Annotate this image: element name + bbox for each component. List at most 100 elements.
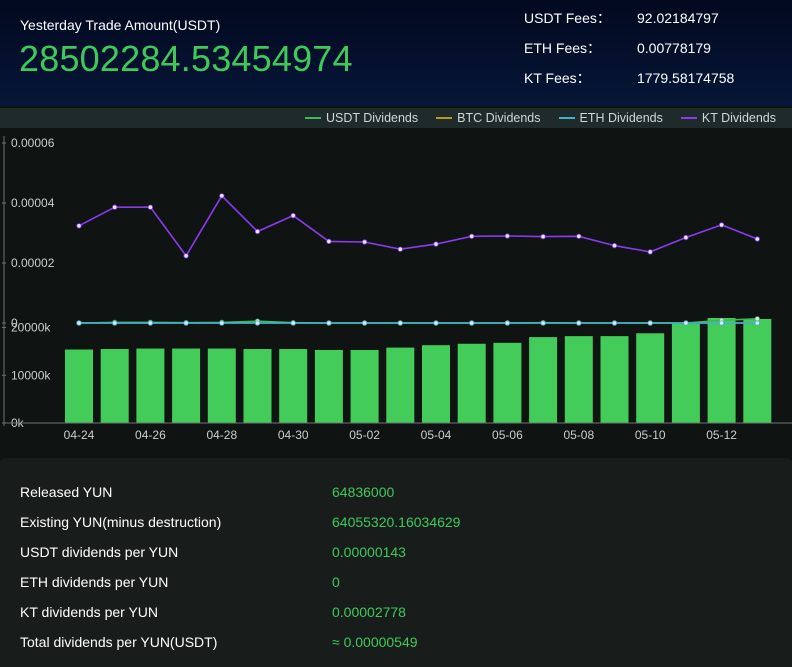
series-point — [683, 234, 689, 241]
bar — [457, 343, 486, 423]
fee-row-usdt: USDT Fees： 92.02184797 — [524, 9, 784, 39]
series-line-kt — [78, 194, 758, 258]
series-point — [754, 316, 760, 322]
bar — [529, 337, 558, 423]
series-point — [361, 239, 368, 245]
stat-row-eth-dividends: ETH dividends per YUN 0 — [20, 574, 780, 594]
x-tick-label: 05-04 — [421, 428, 452, 442]
x-tick-label: 04-24 — [64, 428, 95, 442]
x-tick-label: 05-02 — [349, 428, 380, 442]
stat-row-existing: Existing YUN(minus destruction) 64055320… — [20, 514, 780, 534]
fee-label: ETH Fees： — [524, 40, 602, 56]
bar — [636, 333, 665, 423]
legend-label: ETH Dividends — [579, 111, 663, 125]
bar — [65, 349, 93, 423]
fee-value: 0.00778179 — [637, 40, 711, 56]
series-point — [647, 320, 653, 326]
fee-row-eth: ETH Fees： 0.00778179 — [524, 39, 784, 69]
bar — [243, 349, 272, 423]
legend-swatch-eth — [558, 117, 575, 119]
legend-item-eth[interactable]: ETH Dividends — [558, 108, 663, 128]
x-tick-label: 05-06 — [492, 428, 523, 442]
series-point — [254, 228, 261, 235]
y-tick-label: 0.00004 — [11, 196, 55, 210]
series-point — [112, 204, 118, 210]
series-point — [183, 253, 189, 259]
bar — [314, 349, 343, 423]
bar — [279, 349, 308, 423]
bar — [743, 318, 772, 423]
fee-row-kt: KT Fees： 1779.58174758 — [524, 69, 784, 99]
dividends-chart: USDT Dividends BTC Dividends ETH Dividen… — [0, 106, 792, 452]
series-point — [76, 223, 82, 229]
legend-swatch-kt — [680, 117, 697, 119]
stat-row-released: Released YUN 64836000 — [20, 484, 780, 504]
bar — [422, 345, 450, 423]
stat-label: Total dividends per YUN(USDT) — [20, 634, 218, 650]
bar — [386, 347, 415, 423]
series-point — [326, 238, 332, 244]
stat-label: Existing YUN(minus destruction) — [20, 514, 222, 530]
y-tick-label: 0 — [11, 316, 18, 330]
fee-value: 1779.58174758 — [637, 70, 735, 86]
series-point — [76, 320, 82, 326]
stat-row-total-dividends: Total dividends per YUN(USDT) ≈ 0.000005… — [20, 634, 780, 654]
bar — [671, 323, 700, 423]
legend-item-btc[interactable]: BTC Dividends — [436, 108, 541, 128]
series-point — [469, 320, 475, 326]
bar-tick-label: 20000k — [11, 321, 51, 335]
stat-label: USDT dividends per YUN — [20, 544, 179, 560]
chart-plot: 0.000060.000040.00002020000k10000k0k04-2… — [2, 136, 792, 442]
bar — [207, 348, 236, 423]
stat-label: Released YUN — [20, 484, 113, 500]
fee-value: 92.02184797 — [637, 10, 719, 26]
chart-legend-bar: USDT Dividends BTC Dividends ETH Dividen… — [0, 108, 792, 128]
stat-label: KT dividends per YUN — [20, 604, 158, 620]
series-point — [147, 320, 153, 326]
series-point — [718, 320, 725, 326]
series-point — [576, 233, 582, 239]
stat-value: 0.00002778 — [332, 604, 406, 620]
bar — [600, 336, 629, 423]
x-tick-label: 04-26 — [135, 428, 166, 442]
bar-tick-label: 10000k — [11, 368, 51, 382]
legend-label: BTC Dividends — [457, 111, 541, 125]
stat-row-kt-dividends: KT dividends per YUN 0.00002778 — [20, 604, 780, 624]
bar — [350, 349, 379, 423]
legend-label: USDT Dividends — [325, 111, 419, 125]
stat-row-usdt-dividends: USDT dividends per YUN 0.00000143 — [20, 544, 780, 564]
series-point — [504, 320, 510, 326]
stat-value: 64055320.16034629 — [332, 514, 461, 530]
stat-label: ETH dividends per YUN — [20, 574, 169, 590]
trade-amount-value: 28502284.53454974 — [19, 38, 353, 79]
legend-item-kt[interactable]: KT Dividends — [680, 108, 776, 128]
series-point — [754, 236, 760, 242]
y-tick-label: 0.00002 — [11, 256, 55, 270]
bar — [100, 349, 129, 423]
x-tick-label: 04-28 — [206, 428, 237, 442]
series-point — [469, 233, 475, 239]
legend-label: KT Dividends — [701, 111, 776, 125]
series-point — [754, 320, 760, 326]
series-point — [683, 320, 689, 326]
series-point — [397, 320, 403, 326]
series-point — [433, 241, 439, 247]
series-point — [183, 320, 189, 326]
x-tick-label: 05-12 — [706, 428, 737, 442]
series-point — [647, 249, 653, 255]
bar — [707, 318, 736, 423]
series-point — [611, 320, 618, 326]
series-point — [433, 320, 439, 326]
legend-item-usdt[interactable]: USDT Dividends — [304, 108, 419, 128]
series-point — [397, 246, 403, 252]
bar — [136, 348, 165, 423]
series-point — [290, 320, 296, 326]
bar — [564, 336, 593, 423]
y-tick-label: 0.00006 — [11, 136, 55, 150]
x-tick-label: 05-10 — [635, 428, 666, 442]
series-point — [112, 320, 118, 326]
bar — [493, 342, 522, 423]
yun-stats-panel: Released YUN 64836000 Existing YUN(minus… — [0, 458, 792, 667]
series-point — [219, 193, 225, 199]
fees-list: USDT Fees： 92.02184797 ETH Fees： 0.00778… — [524, 9, 784, 99]
